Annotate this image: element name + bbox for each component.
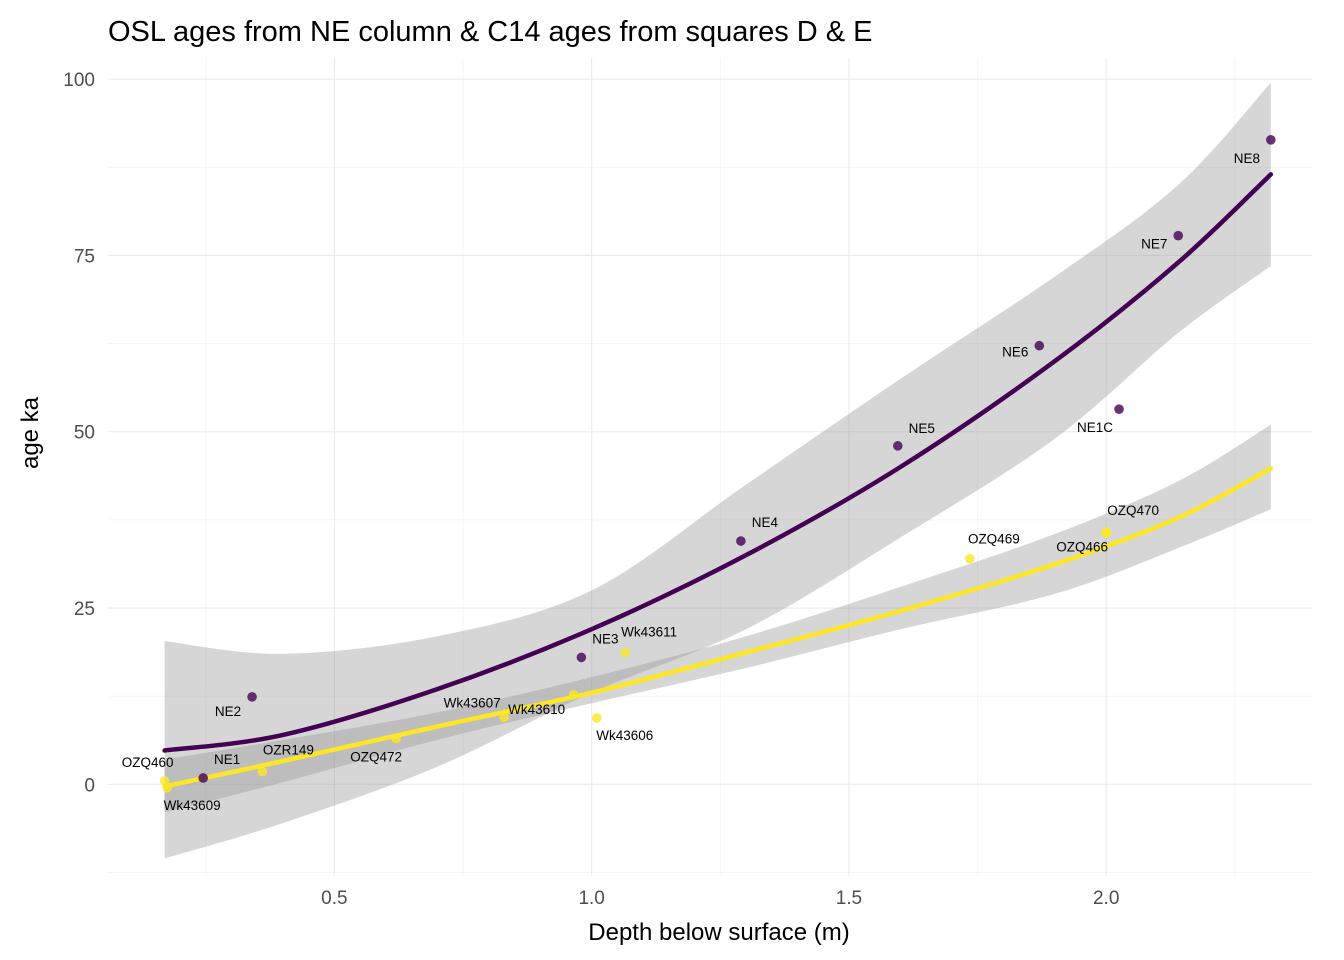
point-label: OZR149: [263, 743, 314, 758]
fit-lines: [162, 172, 1274, 789]
point-label: Wk43611: [621, 624, 677, 639]
point-label: NE3: [592, 631, 618, 646]
point-labels: NE1 NE2 NE3 NE4 NE5 NE6 NE1C NE7 NE8 OZQ460 Wk4360…: [122, 151, 1260, 813]
data-point: [162, 783, 172, 793]
point-label: OZQ470: [1107, 503, 1159, 518]
point-label: NE5: [909, 421, 935, 436]
data-point: [592, 713, 602, 723]
fit-line: [162, 172, 1274, 753]
point-label: NE6: [1002, 345, 1028, 360]
point-label: Wk43610: [508, 702, 565, 717]
point-label: NE1C: [1077, 420, 1113, 435]
data-point: [893, 441, 903, 451]
y-tick-label: 0: [84, 775, 95, 796]
data-point: [1101, 527, 1111, 537]
data-point: [1114, 404, 1124, 414]
point-label: NE2: [215, 704, 241, 719]
chart-title: OSL ages from NE column & C14 ages from …: [108, 16, 873, 48]
x-tick-label: 1.5: [836, 888, 862, 909]
data-point: [499, 712, 509, 723]
point-label: NE8: [1234, 151, 1260, 166]
data-point: [257, 766, 268, 777]
y-tick-label: 100: [63, 70, 95, 91]
y-axis-ticks: 0 25 50 75 100: [63, 70, 95, 796]
data-point: [391, 733, 401, 744]
y-tick-label: 75: [74, 246, 95, 267]
data-point: [965, 553, 975, 564]
fit-line: [162, 466, 1274, 789]
point-label: OZQ460: [122, 755, 174, 770]
x-axis-ticks: 0.5 1.0 1.5 2.0: [321, 888, 1119, 909]
data-point: [1173, 230, 1184, 241]
data-point: [198, 773, 208, 783]
point-label: NE4: [752, 515, 779, 530]
confidence-ribbons: [164, 82, 1271, 859]
data-point: [568, 689, 579, 700]
point-label: Wk43607: [444, 695, 501, 710]
data-point: [1034, 340, 1045, 351]
confidence-ribbon: [164, 424, 1271, 813]
x-tick-label: 2.0: [1093, 888, 1119, 909]
data-point: [1266, 135, 1276, 145]
y-tick-label: 50: [74, 423, 95, 444]
data-point: [576, 652, 587, 663]
point-label: NE1: [214, 752, 240, 767]
data-points: [159, 135, 1276, 793]
data-point: [736, 536, 746, 546]
point-label: OZQ469: [968, 532, 1020, 547]
y-tick-label: 25: [74, 599, 95, 620]
x-tick-label: 1.0: [578, 888, 604, 909]
point-label: Wk43609: [164, 798, 221, 813]
point-label: NE7: [1141, 237, 1167, 252]
point-label: OZQ466: [1056, 539, 1108, 554]
confidence-ribbon: [164, 82, 1271, 859]
point-label: Wk43606: [596, 728, 653, 743]
data-point: [620, 647, 630, 658]
grid: [108, 58, 1312, 876]
point-label: OZQ472: [350, 749, 402, 764]
x-tick-label: 0.5: [321, 888, 347, 909]
x-axis-title: Depth below surface (m): [588, 919, 849, 946]
data-point: [247, 692, 257, 702]
y-axis-title: age ka: [17, 396, 44, 469]
